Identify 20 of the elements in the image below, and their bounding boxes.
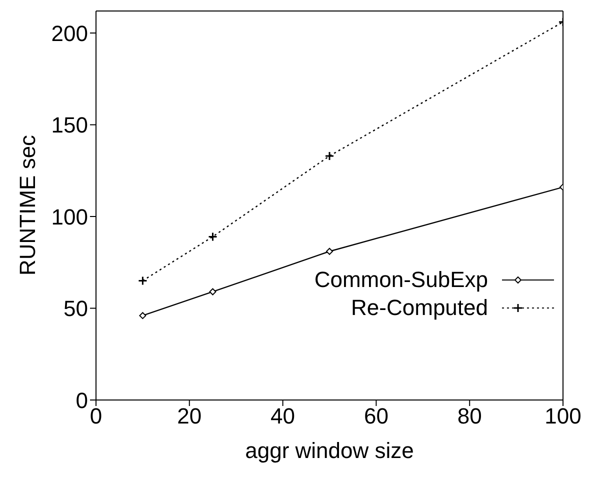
x-tick-label: 100 bbox=[544, 404, 582, 429]
point bbox=[138, 276, 148, 286]
point bbox=[326, 248, 333, 255]
y-tick-label: 0 bbox=[76, 388, 88, 413]
x-tick-label: 20 bbox=[177, 404, 202, 429]
legend-label: Re-Computed bbox=[351, 294, 488, 322]
x-axis-title: aggr window size bbox=[245, 438, 414, 463]
legend-label: Common-SubExp bbox=[314, 266, 488, 294]
point bbox=[208, 232, 218, 242]
x-tick-label: 60 bbox=[364, 404, 388, 429]
point bbox=[324, 151, 334, 161]
x-tick-label: 40 bbox=[270, 404, 296, 429]
y-tick-label: 150 bbox=[51, 112, 88, 138]
point bbox=[139, 312, 146, 320]
x-tick-label: 80 bbox=[457, 404, 482, 429]
y-axis-title: RUNTIME sec bbox=[14, 134, 40, 276]
y-tick-label: 100 bbox=[51, 204, 88, 230]
y-tick-label: 50 bbox=[64, 296, 88, 322]
y-tick-label: 200 bbox=[51, 20, 88, 46]
point bbox=[209, 288, 216, 296]
